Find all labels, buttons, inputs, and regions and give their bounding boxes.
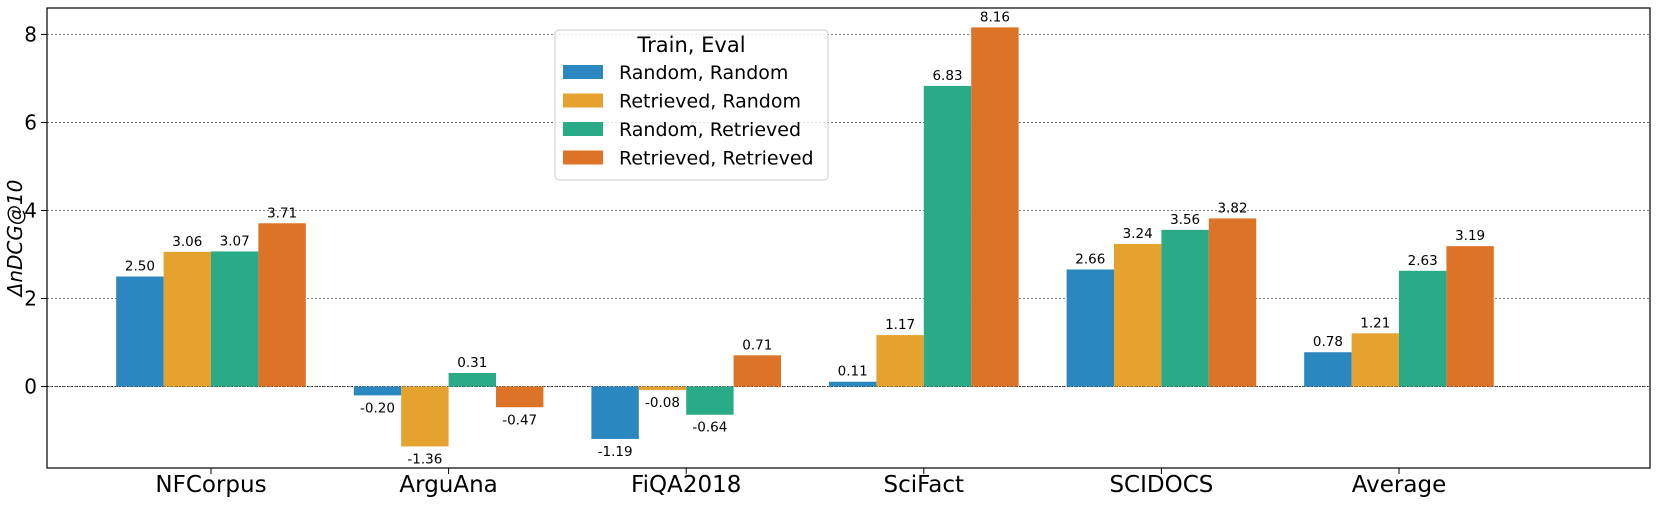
y-tick-label: 4: [24, 198, 37, 222]
bar-value-label: -0.64: [692, 420, 727, 436]
y-tick-label: 0: [24, 375, 37, 399]
bar: [116, 276, 164, 387]
bar-value-label: 2.66: [1075, 251, 1105, 267]
bar: [496, 386, 544, 408]
bar: [1446, 246, 1494, 387]
bar: [923, 85, 972, 387]
bar: [1208, 218, 1257, 387]
bar-value-label: 0.78: [1313, 334, 1343, 350]
bar-value-label: 3.24: [1123, 226, 1153, 242]
gridlines: [47, 34, 1650, 387]
bar-value-label: 0.31: [457, 355, 487, 371]
bars: [116, 27, 1494, 447]
bar: [1161, 229, 1209, 387]
legend-swatch: [563, 65, 603, 79]
bar: [591, 386, 639, 439]
bar-value-label: 0.71: [742, 337, 772, 353]
x-tick-label: NFCorpus: [155, 472, 266, 498]
bar-value-label: 6.83: [932, 68, 962, 84]
bar: [638, 386, 687, 391]
bar-value-label: 3.07: [220, 233, 250, 249]
bar-value-label: 0.11: [838, 364, 868, 380]
legend-swatch: [563, 93, 603, 108]
bar: [1114, 243, 1162, 387]
legend-box: [554, 29, 829, 181]
legend: Train, Eval Random, Random Retrieved, Ran…: [554, 29, 829, 181]
legend-entry-label: Retrieved, Random: [619, 91, 801, 113]
bar-value-label: 3.06: [172, 234, 202, 250]
legend-entries: Random, Random Retrieved, Random Random, R…: [563, 62, 814, 170]
y-tick-label: 2: [24, 287, 37, 311]
bar-value-label: 3.71: [267, 205, 297, 221]
legend-entry-label: Random, Retrieved: [619, 119, 801, 141]
y-axis: 0 2 4 6 8: [24, 22, 47, 399]
bar-value-label: 8.16: [980, 9, 1010, 25]
bar-value-label: 1.17: [885, 317, 915, 333]
bar-value-label: 3.56: [1170, 212, 1200, 228]
bar-value-label: 1.21: [1360, 315, 1390, 331]
y-tick-label: 6: [24, 110, 37, 134]
bar: [163, 251, 211, 387]
bar: [829, 381, 877, 387]
bar: [1351, 333, 1399, 387]
bar: [258, 223, 306, 387]
bar-value-label: -0.08: [645, 395, 680, 411]
legend-entry-label: Random, Random: [619, 62, 788, 84]
x-tick-label: FiQA2018: [631, 472, 741, 498]
x-tick-label: Average: [1352, 472, 1446, 498]
bar: [733, 355, 781, 387]
bar: [686, 386, 734, 415]
bar: [876, 335, 924, 387]
bar: [448, 372, 496, 387]
bar-value-label: 2.63: [1408, 253, 1438, 269]
x-tick-label: SCIDOCS: [1109, 472, 1213, 498]
plot-area-frame: [46, 7, 1651, 469]
legend-swatch: [563, 122, 603, 136]
x-axis: NFCorpus ArguAna FiQA2018 SciFact SCIDOCS Ave…: [155, 468, 1446, 498]
bar: [1066, 269, 1114, 387]
bar: [401, 386, 449, 447]
y-tick-label: 8: [24, 22, 37, 46]
bar: [1399, 270, 1447, 387]
bar: [353, 386, 402, 396]
bar-value-label: 2.50: [125, 259, 155, 275]
bar: [211, 251, 259, 387]
bar-value-label: -0.20: [360, 400, 395, 416]
x-tick-label: ArguAna: [399, 472, 497, 498]
bar-value-label: 3.19: [1455, 228, 1485, 244]
x-tick-label: SciFact: [884, 472, 965, 498]
bar-value-label: -0.47: [502, 412, 537, 428]
bar: [971, 27, 1019, 387]
y-axis-title: ΔnDCG@10: [3, 180, 27, 299]
bar-value-label: 3.82: [1217, 200, 1247, 216]
bar-value-label: -1.36: [407, 451, 442, 467]
legend-swatch: [563, 150, 603, 165]
legend-entry-label: Retrieved, Retrieved: [619, 148, 814, 170]
bar-value-labels: 2.50 3.06 3.07 3.71 -0.20 -1.36 0.31 -0.47 -1.19…: [125, 9, 1485, 467]
legend-title: Train, Eval: [636, 33, 745, 57]
bar-value-label: -1.19: [598, 444, 633, 460]
bar: [1304, 352, 1352, 387]
